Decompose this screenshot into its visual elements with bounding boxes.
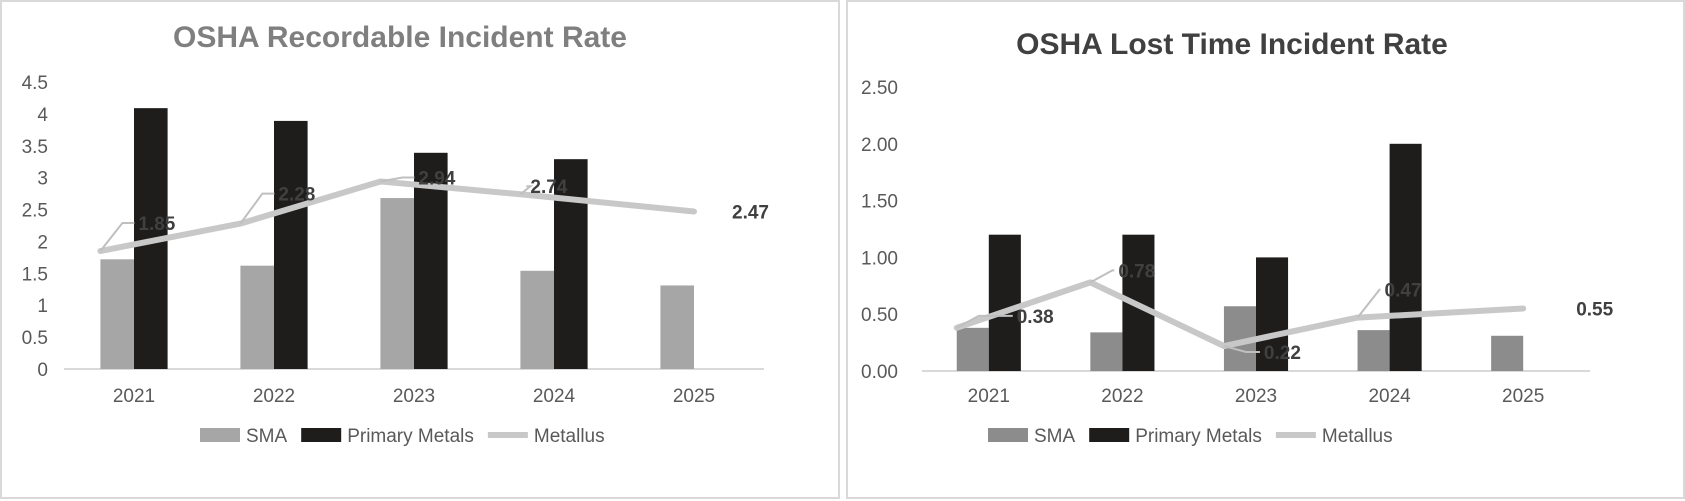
- legend-swatch-sma: [988, 428, 1028, 442]
- data-label-leader: [99, 222, 135, 252]
- data-label-leader: [519, 185, 534, 196]
- data-label: 0.55: [1576, 300, 1613, 321]
- y-tick-label: 3.5: [22, 137, 48, 158]
- x-tick-label: 2025: [673, 386, 715, 407]
- legend-swatch-primary-metals: [301, 428, 342, 442]
- y-tick-label: 1: [37, 296, 48, 317]
- y-tick-label: 1.00: [861, 248, 898, 269]
- y-tick-label: 1.50: [861, 192, 898, 213]
- x-tick-label: 2021: [113, 386, 155, 407]
- recordable-incident-chart-panel: OSHA Recordable Incident Rate 0 0.5 1 1.5 2 2.…: [0, 0, 840, 499]
- bar-primary-metals: [988, 234, 1021, 371]
- y-tick-label: 2.5: [22, 201, 48, 222]
- bar-sma: [100, 259, 134, 369]
- bar-sma: [380, 198, 414, 369]
- lost-time-incident-chart: OSHA Lost Time Incident Rate 0.00 0.50 1.00…: [861, 28, 1614, 447]
- data-label: 2.28: [278, 185, 315, 206]
- legend-swatch-primary-metals: [1089, 428, 1130, 442]
- y-tick-label: 0.50: [861, 305, 898, 326]
- data-label-leader: [239, 192, 275, 225]
- bar-sma: [1491, 335, 1524, 371]
- bar-sma: [1357, 330, 1390, 371]
- legend-label: SMA: [1034, 426, 1076, 447]
- data-label: 2.47: [732, 202, 769, 223]
- legend-label: SMA: [246, 426, 288, 447]
- y-tick-label: 0: [37, 360, 48, 381]
- x-tick-label: 2022: [253, 386, 295, 407]
- bar-sma: [956, 327, 989, 371]
- y-tick-label: 1.5: [22, 264, 48, 285]
- bar-primary-metals: [1389, 143, 1422, 371]
- bar-sma: [1090, 332, 1123, 371]
- legend-label: Primary Metals: [1135, 426, 1262, 447]
- data-label-leader: [1223, 345, 1260, 354]
- y-tick-label: 3: [37, 169, 48, 190]
- y-tick-label: 0.00: [861, 362, 898, 383]
- lost-time-incident-chart-panel: OSHA Lost Time Incident Rate 0.00 0.50 1.00…: [846, 0, 1685, 499]
- data-label: 0.38: [1017, 307, 1054, 328]
- data-label: 0.47: [1385, 281, 1422, 302]
- data-label-leader: [956, 314, 1013, 329]
- y-tick-label: 2: [37, 232, 48, 253]
- bar-primary-metals: [274, 120, 308, 369]
- data-label: 0.78: [1118, 261, 1155, 282]
- chart-title: OSHA Recordable Incident Rate: [173, 21, 627, 54]
- x-tick-label: 2023: [1235, 386, 1277, 407]
- data-label: 1.85: [138, 214, 175, 235]
- y-tick-label: 2.50: [861, 78, 898, 99]
- bar-primary-metals: [554, 159, 588, 369]
- legend-label: Metallus: [534, 426, 605, 447]
- bar-sma: [240, 265, 274, 369]
- bar-sma: [660, 285, 694, 369]
- x-tick-label: 2025: [1502, 386, 1544, 407]
- data-label-leader: [1089, 269, 1115, 284]
- y-tick-label: 0.5: [22, 328, 48, 349]
- x-tick-label: 2023: [393, 386, 435, 407]
- x-tick-label: 2024: [1368, 386, 1411, 407]
- data-label: 2.94: [418, 168, 455, 189]
- data-label-leader: [380, 176, 415, 183]
- chart-title: OSHA Lost Time Incident Rate: [1016, 28, 1448, 61]
- x-tick-label: 2024: [533, 386, 576, 407]
- data-label: 0.22: [1264, 343, 1301, 364]
- y-tick-label: 4: [37, 105, 48, 126]
- bar-sma: [520, 270, 554, 369]
- y-tick-label: 4.5: [22, 73, 48, 94]
- legend-label: Metallus: [1322, 426, 1393, 447]
- x-tick-label: 2022: [1101, 386, 1143, 407]
- bar-primary-metals: [1256, 257, 1289, 371]
- legend-swatch-sma: [200, 428, 240, 442]
- y-tick-label: 2.00: [861, 135, 898, 156]
- data-label: 2.74: [530, 177, 567, 198]
- data-label-leader: [1356, 288, 1381, 319]
- legend-label: Primary Metals: [347, 426, 474, 447]
- x-tick-label: 2021: [968, 386, 1010, 407]
- recordable-incident-chart: OSHA Recordable Incident Rate 0 0.5 1 1.5 2 2.…: [22, 21, 769, 447]
